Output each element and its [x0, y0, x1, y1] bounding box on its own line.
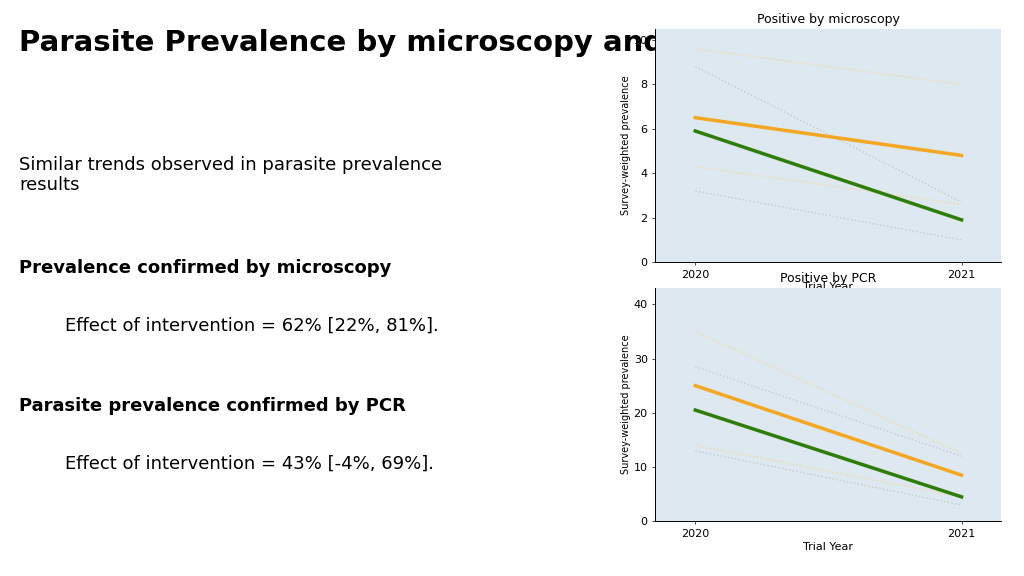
Text: Prevalence confirmed by microscopy: Prevalence confirmed by microscopy [18, 259, 391, 277]
Line: MDA: MDA [695, 410, 962, 497]
MDA [689, 127, 701, 134]
SMC [955, 472, 968, 479]
MDA [955, 494, 968, 501]
Title: Positive by PCR: Positive by PCR [780, 272, 877, 286]
Text: Parasite prevalence confirmed by PCR: Parasite prevalence confirmed by PCR [18, 397, 406, 415]
Text: Effect of intervention = 43% [-4%, 69%].: Effect of intervention = 43% [-4%, 69%]. [18, 455, 434, 473]
X-axis label: Trial Year: Trial Year [804, 541, 853, 552]
X-axis label: Trial Year: Trial Year [804, 282, 853, 293]
Title: Positive by microscopy: Positive by microscopy [757, 13, 900, 26]
Y-axis label: Survey-weighted prevalence: Survey-weighted prevalence [621, 335, 631, 475]
SMC [955, 152, 968, 159]
Line: SMC: SMC [695, 386, 962, 475]
Text: Parasite Prevalence by microscopy and qPCR: Parasite Prevalence by microscopy and qP… [18, 29, 760, 57]
MDA [955, 217, 968, 223]
Text: Effect of intervention = 62% [22%, 81%].: Effect of intervention = 62% [22%, 81%]. [18, 317, 438, 335]
Text: Similar trends observed in parasite prevalence
results: Similar trends observed in parasite prev… [18, 156, 442, 194]
MDA [689, 407, 701, 414]
SMC [689, 114, 701, 121]
Y-axis label: Survey-weighted prevalence: Survey-weighted prevalence [621, 75, 631, 215]
Line: SMC: SMC [695, 118, 962, 156]
SMC [689, 382, 701, 389]
Line: MDA: MDA [695, 131, 962, 220]
